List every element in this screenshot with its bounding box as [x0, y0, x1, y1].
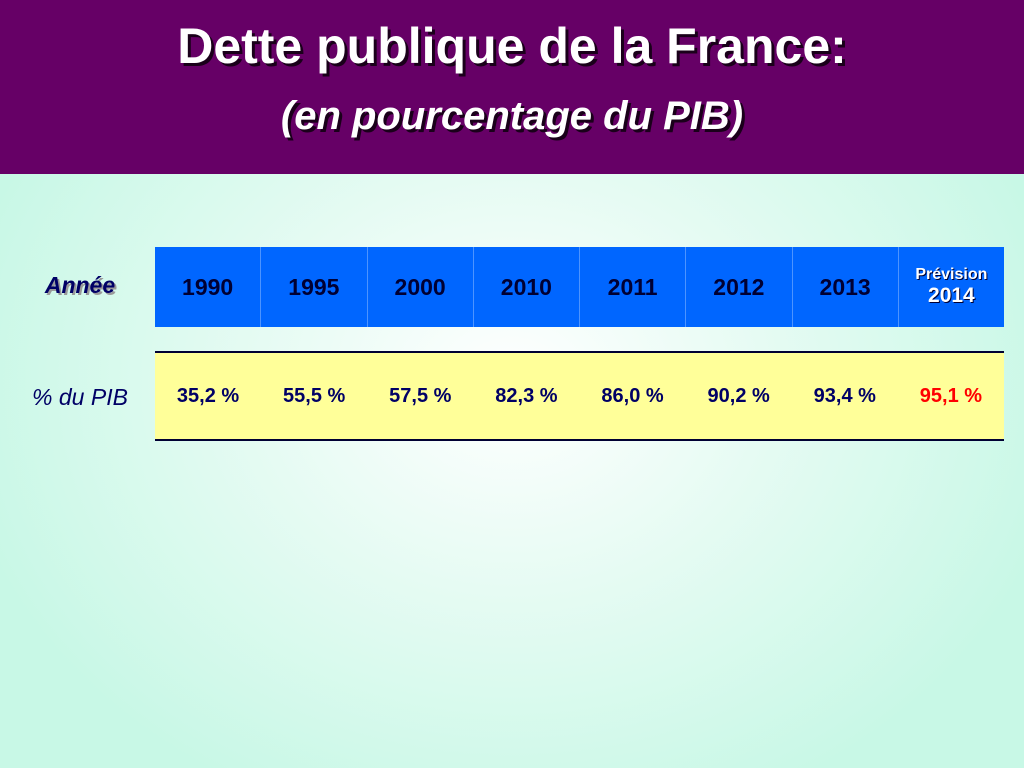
forecast-label: Prévision: [915, 265, 988, 283]
page-title: Dette publique de la France:: [177, 18, 847, 74]
year-cell-2012: 2012: [686, 247, 793, 327]
row-header-year: Année: [44, 272, 116, 298]
year-cell-2014-forecast: Prévision 2014: [898, 247, 1004, 327]
value-cell-1995: 55,5 %: [283, 384, 346, 407]
row-header-percent-gdp: % du PIB: [32, 384, 128, 410]
year-header-row: 1990 1995 2000 2010 2011 2012 2013 Prévi…: [155, 247, 1004, 327]
value-cell-2012: 90,2 %: [707, 384, 770, 407]
year-cell-1990: 1990: [155, 247, 262, 327]
year-cell-2011: 2011: [580, 247, 687, 327]
value-cell-2014-forecast: 95,1 %: [919, 384, 983, 407]
value-cell-2000: 57,5 %: [389, 384, 452, 407]
year-cell-2013: 2013: [792, 247, 899, 327]
year-cell-2000: 2000: [367, 247, 474, 327]
title-banner: Dette publique de la France: (en pourcen…: [0, 0, 1024, 174]
forecast-year: 2014: [928, 284, 975, 308]
value-cell-2011: 86,0 %: [601, 384, 664, 407]
value-cell-2013: 93,4 %: [813, 384, 876, 407]
year-cell-2010: 2010: [473, 247, 580, 327]
page-subtitle: (en pourcentage du PIB): [280, 94, 744, 138]
percent-gdp-row: 35,2 % 55,5 % 57,5 % 82,3 % 86,0 % 90,2 …: [155, 351, 1004, 441]
value-cell-1990: 35,2 %: [176, 384, 240, 407]
year-cell-1995: 1995: [261, 247, 368, 327]
value-cell-2010: 82,3 %: [495, 384, 558, 407]
